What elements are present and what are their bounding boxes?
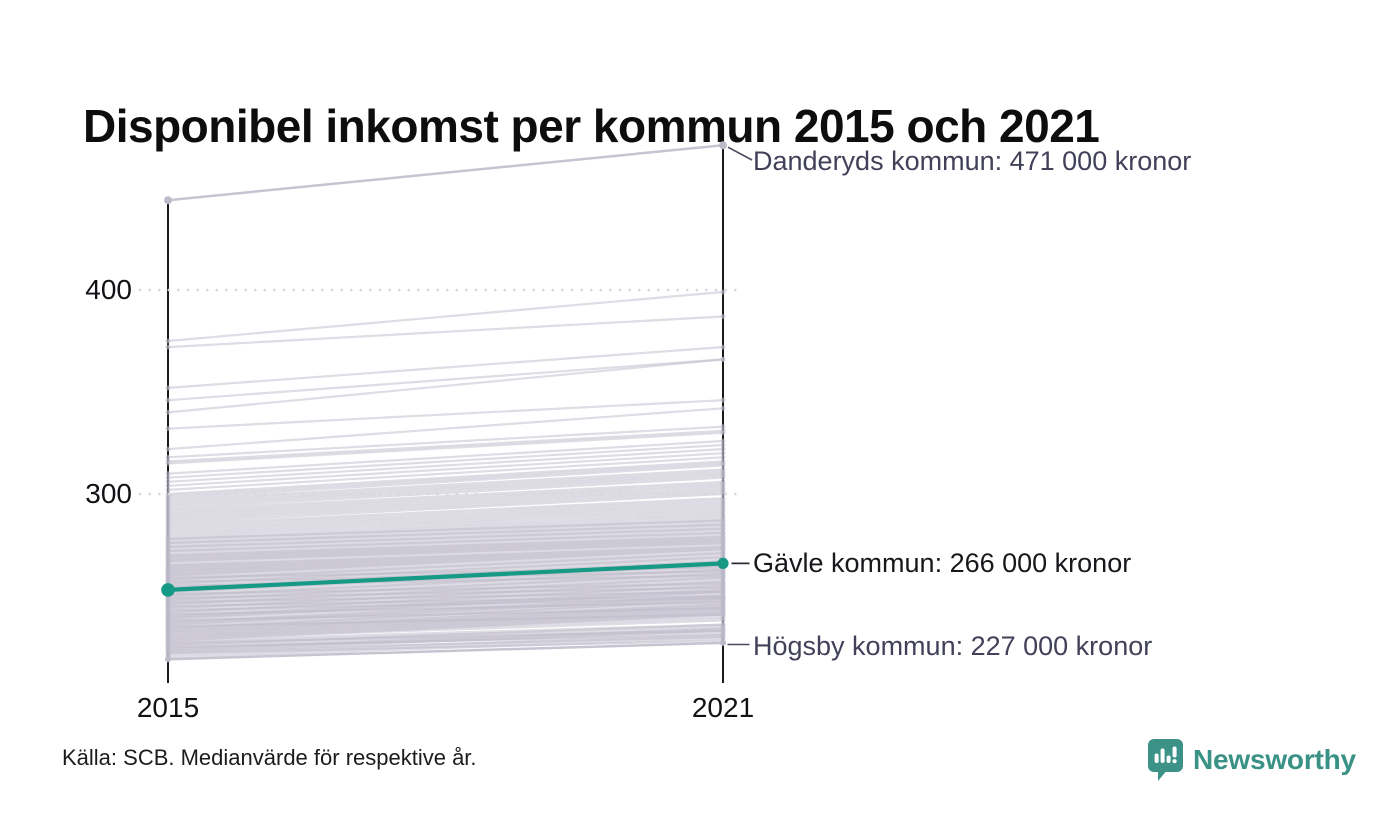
gridlines — [138, 288, 741, 496]
newsworthy-speech-bubble-bars-icon — [1146, 738, 1184, 782]
newsworthy-branding: Newsworthy — [1146, 738, 1356, 782]
annotation-hogsby: Högsby kommun: 227 000 kronor — [753, 631, 1153, 661]
annotation-gavle: Gävle kommun: 266 000 kronor — [753, 548, 1132, 578]
gavle-highlight-line — [161, 557, 729, 597]
page-title: Disponibel inkomst per kommun 2015 och 2… — [83, 99, 1100, 152]
danderyd-line — [164, 141, 727, 205]
source-note: Källa: SCB. Medianvärde för respektive å… — [62, 745, 477, 770]
annotation-danderyd: Danderyds kommun: 471 000 kronor — [753, 146, 1192, 176]
y-axis-tick-300: 300 — [85, 478, 132, 509]
annotation-leader-lines — [727, 146, 753, 646]
y-axis-tick-400: 400 — [85, 274, 132, 305]
x-axis-tick-2021: 2021 — [691, 692, 755, 723]
background-slope-lines — [165, 289, 726, 660]
hogsby-line — [165, 639, 726, 663]
x-axis-tick-2015: 2015 — [136, 692, 200, 723]
newsworthy-wordmark: Newsworthy — [1193, 744, 1356, 775]
